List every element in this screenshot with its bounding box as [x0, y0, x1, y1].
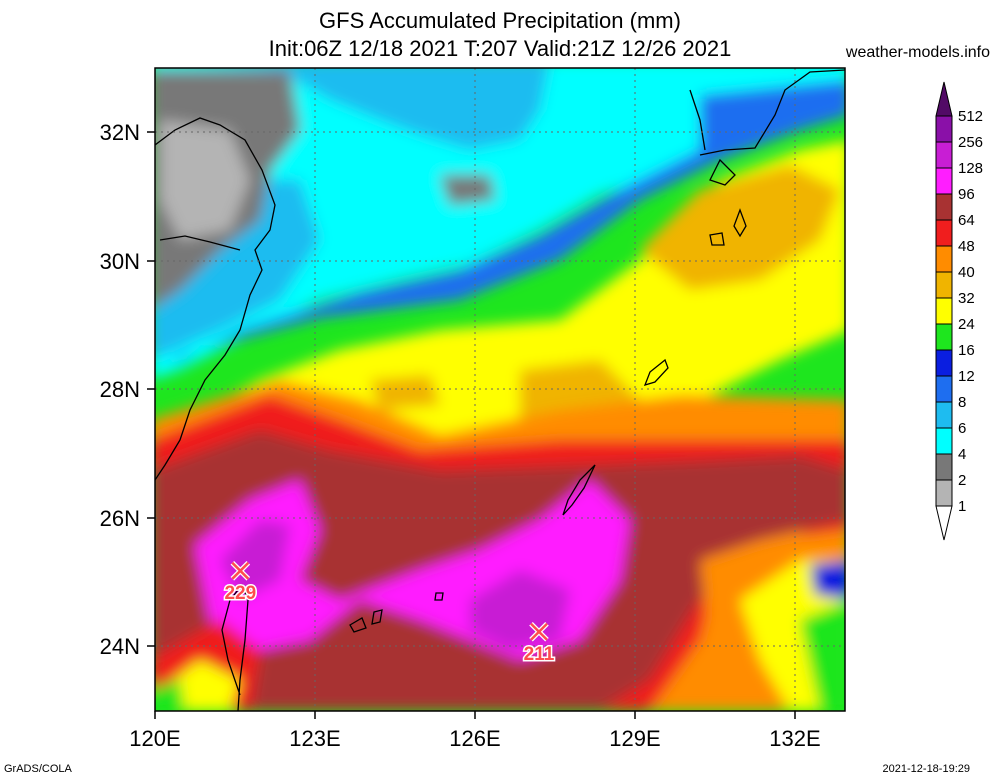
- colorbar-level-label: 1: [958, 498, 966, 515]
- chart-subtitle: Init:06Z 12/18 2021 T:207 Valid:21Z 12/2…: [268, 36, 732, 61]
- x-tick-label: 132E: [769, 726, 820, 751]
- colorbar-level-label: 40: [958, 264, 975, 281]
- colorbar-level-label: 512: [958, 108, 983, 125]
- y-tick-label: 26N: [100, 506, 140, 531]
- colorbar-level-label: 32: [958, 290, 975, 307]
- colorbar-level-label: 8: [958, 394, 966, 411]
- colorbar-level-label: 16: [958, 342, 975, 359]
- colorbar-level-label: 256: [958, 134, 983, 151]
- footer-software: GrADS/COLA: [4, 763, 72, 775]
- source-label: weather-models.info: [845, 44, 990, 61]
- max-marker: 229: [223, 561, 258, 605]
- colorbar-swatch: [935, 115, 953, 143]
- colorbar-level-label: 12: [958, 368, 975, 385]
- colorbar-bottom-arrow: [935, 505, 953, 541]
- colorbar-swatch: [935, 323, 953, 351]
- colorbar-level-label: 48: [958, 238, 975, 255]
- x-axis-labels: 120E 123E 126E 129E 132E: [129, 726, 820, 751]
- x-tick-label: 126E: [449, 726, 500, 751]
- max-marker: 211: [522, 622, 556, 666]
- colorbar-swatch: [935, 271, 953, 299]
- colorbar-swatch: [935, 141, 953, 169]
- colorbar-level-label: 6: [958, 420, 966, 437]
- colorbar-swatch: [935, 297, 953, 325]
- colorbar-swatch: [935, 167, 953, 195]
- colorbar-level-label: 2: [958, 472, 966, 489]
- colorbar-swatch: [935, 349, 953, 377]
- y-tick-label: 30N: [100, 249, 140, 274]
- colorbar-level-label: 64: [958, 212, 975, 229]
- colorbar-level-label: 96: [958, 186, 975, 203]
- colorbar-swatch: [935, 219, 953, 247]
- colorbar-top-arrow: [935, 81, 953, 117]
- max-value-label: 229: [224, 583, 256, 604]
- colorbar-swatch: [935, 245, 953, 273]
- precip-field: [155, 68, 845, 711]
- coastlines: [155, 69, 845, 711]
- colorbar-level-label: 128: [958, 160, 983, 177]
- footer-timestamp: 2021-12-18-19:29: [882, 763, 970, 775]
- y-axis-labels: 24N 26N 28N 30N 32N: [100, 120, 140, 659]
- precip-maxima: 229 211: [223, 561, 556, 666]
- colorbar-swatch: [935, 375, 953, 403]
- x-tick-label: 123E: [289, 726, 340, 751]
- colorbar-swatch: [935, 193, 953, 221]
- y-tick-label: 32N: [100, 120, 140, 145]
- colorbar-swatch: [935, 427, 953, 455]
- x-tick-label: 120E: [129, 726, 180, 751]
- y-tick-label: 28N: [100, 377, 140, 402]
- chart-title: GFS Accumulated Precipitation (mm): [319, 8, 681, 33]
- x-tick-label: 129E: [609, 726, 660, 751]
- grid-lines: [155, 68, 845, 711]
- colorbar-swatch: [935, 479, 953, 507]
- max-value-label: 211: [524, 644, 555, 665]
- colorbar-swatch: [935, 453, 953, 481]
- colorbar-level-label: 24: [958, 316, 975, 333]
- y-tick-label: 24N: [100, 634, 140, 659]
- colorbar-swatch: [935, 401, 953, 429]
- colorbar-level-label: 4: [958, 446, 966, 463]
- axis-ticks: [147, 131, 796, 719]
